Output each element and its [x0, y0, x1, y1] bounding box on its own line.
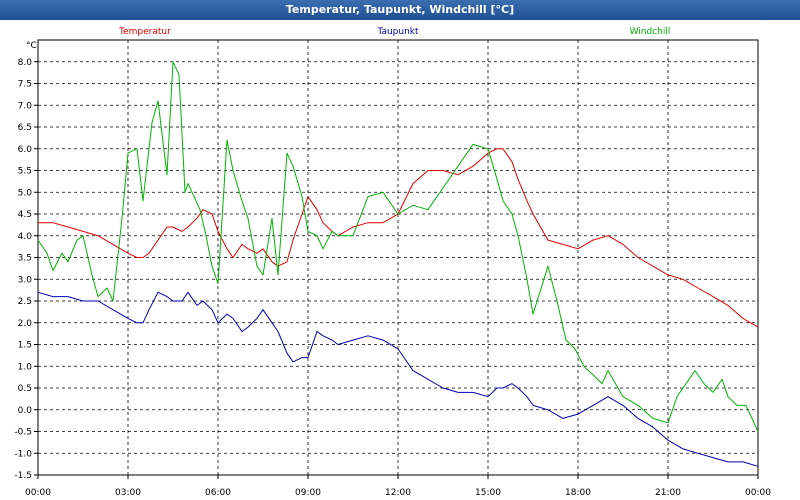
y-tick-label: 3.5	[18, 254, 32, 264]
y-tick-label: 5.5	[18, 167, 32, 177]
y-tick-label: 7.5	[18, 80, 32, 90]
x-tick-label-time: 12:00	[385, 488, 411, 498]
y-axis-ticks: 8.0 7.5 7.0 6.5 6.0 5.5 5.0 4.5 4.0 3.5 3.0 2.5 2.0 1…	[14, 58, 38, 481]
series-line-windchill	[37, 61, 759, 432]
x-tick-label-time: 00:00	[745, 488, 771, 498]
y-tick-label: 8.0	[18, 58, 33, 68]
x-tick-label-time: 15:00	[475, 488, 501, 498]
line-chart: 8.0 7.5 7.0 6.5 6.0 5.5 5.0 4.5 4.0 3.5 3.0 2.5 2.0 1…	[14, 27, 771, 498]
y-tick-label: 3.0	[18, 275, 33, 285]
series-lines	[37, 61, 759, 467]
y-tick-label: -0.5	[14, 428, 32, 438]
x-tick-label-time: 18:00	[565, 488, 591, 498]
legend-entry-taupunkt: Taupunkt	[376, 27, 419, 37]
y-tick-label: 1.0	[18, 362, 33, 372]
y-tick-label: 1.5	[18, 341, 32, 351]
y-tick-label: 2.5	[18, 297, 32, 307]
y-tick-label: 5.0	[18, 188, 33, 198]
x-tick-label-time: 00:00	[25, 488, 51, 498]
series-line-taupunkt	[37, 291, 759, 467]
y-tick-label: 6.5	[18, 123, 32, 133]
y-tick-label: 6.0	[18, 145, 33, 155]
x-tick-label-time: 06:00	[205, 488, 231, 498]
y-tick-label: 0.0	[18, 406, 33, 416]
x-axis-ticks: 00:0027.11.1803:0027.11.1806:0027.11.180…	[25, 475, 771, 498]
series-line-temperatur	[38, 148, 759, 328]
y-tick-label: 2.0	[18, 319, 33, 329]
y-tick-label: 4.5	[18, 210, 32, 220]
grid	[38, 40, 758, 476]
y-tick-label: 0.5	[18, 384, 32, 394]
x-tick-label-time: 09:00	[295, 488, 321, 498]
legend-entry-windchill: Windchill	[630, 27, 671, 37]
x-tick-label-time: 21:00	[655, 488, 681, 498]
y-tick-label: 7.0	[18, 101, 33, 111]
legend-entry-temperatur: Temperatur	[118, 27, 171, 37]
y-tick-label: 4.0	[18, 232, 33, 242]
y-axis-label: °C	[26, 41, 37, 51]
y-tick-label: -1.5	[14, 471, 32, 481]
window-title: Temperatur, Taupunkt, Windchill [°C]	[0, 0, 800, 20]
legend: Temperatur Taupunkt Windchill	[118, 27, 670, 37]
y-tick-label: -1.0	[14, 449, 32, 459]
x-tick-label-time: 03:00	[115, 488, 141, 498]
